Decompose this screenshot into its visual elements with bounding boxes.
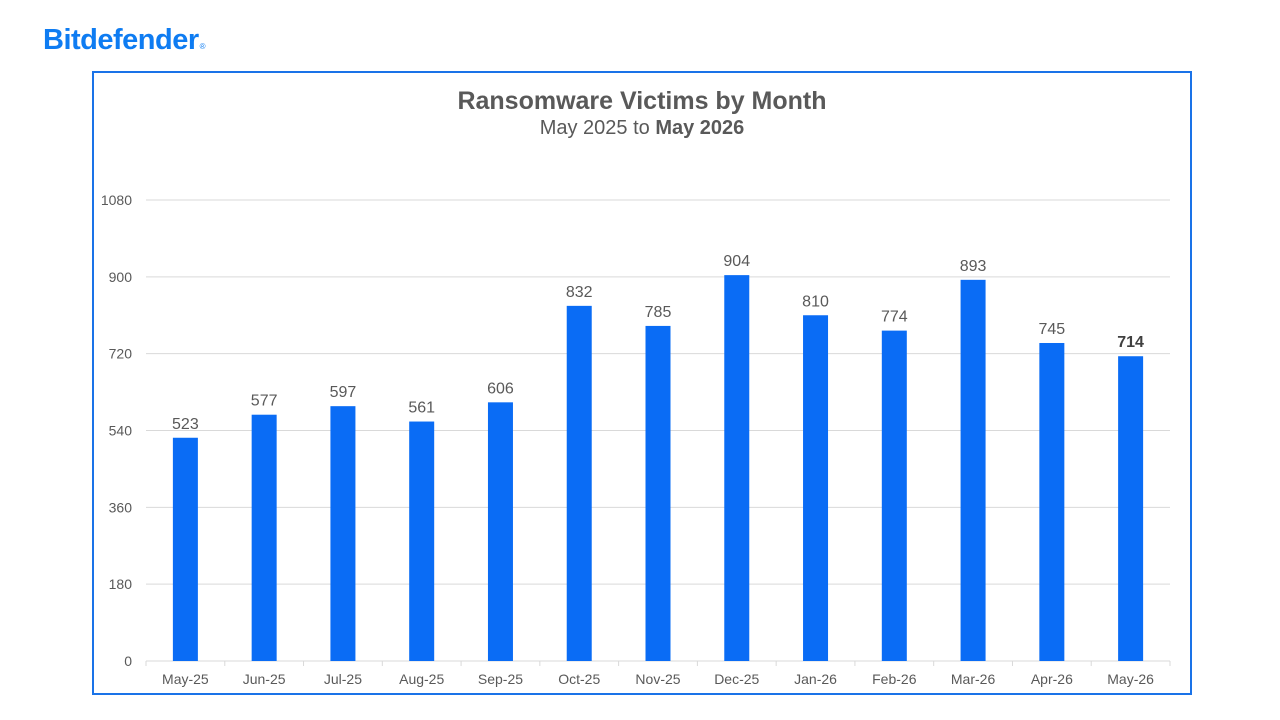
data-label: 745 <box>1038 321 1065 338</box>
bitdefender-logo: Bitdefender® <box>43 24 206 57</box>
bar <box>251 414 277 661</box>
bar <box>803 315 829 661</box>
chart-title: Ransomware Victims by Month <box>457 87 827 115</box>
subtitle-bold: May 2026 <box>655 117 745 139</box>
x-tick-label: May-25 <box>162 671 209 687</box>
data-label: 774 <box>881 309 908 326</box>
logo-text: Bitdefender <box>43 24 199 56</box>
data-label: 832 <box>566 284 593 301</box>
data-label: 893 <box>960 258 987 275</box>
data-label: 810 <box>802 293 829 310</box>
data-label: 785 <box>645 304 672 321</box>
x-tick-label: Nov-25 <box>635 671 680 687</box>
registered-mark: ® <box>199 42 206 51</box>
y-tick-label: 1080 <box>101 192 132 208</box>
bar <box>487 402 513 661</box>
data-label: 577 <box>251 393 278 410</box>
chart-subtitle: May 2025 to May 2026 <box>94 117 1190 140</box>
x-tick-label: Jan-26 <box>794 671 837 687</box>
x-tick-label: Jun-25 <box>243 671 286 687</box>
x-tick-label: Jul-25 <box>324 671 362 687</box>
bar <box>960 279 986 661</box>
x-tick-label: Feb-26 <box>872 671 917 687</box>
bar <box>645 325 671 661</box>
y-tick-label: 360 <box>109 499 133 515</box>
y-tick-label: 180 <box>109 576 133 592</box>
bar <box>566 305 592 661</box>
data-label: 714 <box>1117 334 1144 351</box>
x-tick-label: Sep-25 <box>478 671 523 687</box>
x-tick-label: Apr-26 <box>1031 671 1073 687</box>
y-tick-label: 540 <box>109 423 133 439</box>
bar <box>1118 356 1144 661</box>
bar <box>1039 342 1065 661</box>
data-label: 561 <box>408 400 435 417</box>
y-tick-label: 720 <box>109 346 133 362</box>
bar <box>881 330 907 661</box>
x-tick-label: Oct-25 <box>558 671 600 687</box>
data-label: 597 <box>330 384 357 401</box>
bar-chart: 0 180 360 540 720 900 1080 523 May-25 577 Jun-25 59… <box>101 192 1171 687</box>
x-tick-label: May-26 <box>1107 671 1154 687</box>
bar <box>172 437 198 661</box>
y-tick-label: 0 <box>124 653 132 669</box>
bar <box>724 275 750 661</box>
data-label: 904 <box>723 253 750 270</box>
x-tick-label: Mar-26 <box>951 671 996 687</box>
y-tick-label: 900 <box>109 269 133 285</box>
x-tick-label: Dec-25 <box>714 671 759 687</box>
data-label: 523 <box>172 416 199 433</box>
bar <box>409 421 435 661</box>
x-tick-label: Aug-25 <box>399 671 444 687</box>
bar <box>330 406 356 661</box>
data-label: 606 <box>487 380 514 397</box>
subtitle-prefix: May 2025 to <box>539 117 656 139</box>
chart-frame: Ransomware Victims by Month May 2025 to … <box>92 71 1192 695</box>
